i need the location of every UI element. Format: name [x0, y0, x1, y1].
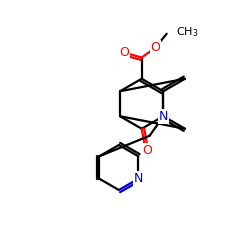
Text: O: O	[119, 46, 129, 59]
Text: O: O	[142, 144, 152, 157]
Text: CH$_3$: CH$_3$	[176, 26, 199, 40]
Text: N: N	[134, 172, 143, 185]
Text: N: N	[159, 110, 168, 123]
Text: O: O	[150, 41, 160, 54]
